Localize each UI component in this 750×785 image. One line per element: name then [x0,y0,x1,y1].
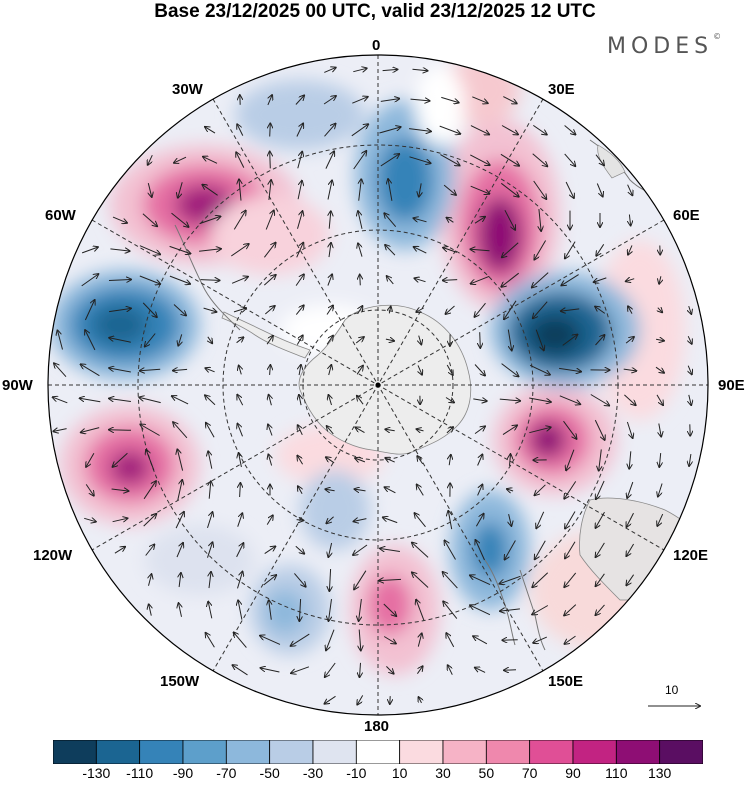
lon-label-90e: 90E [718,377,745,394]
brand-mark: © [713,32,721,41]
wind-vector [480,332,481,348]
brand-name: MODES [607,34,713,59]
colorbar [53,740,703,764]
colorbar-cell [96,740,139,764]
lon-label-180: 180 [364,718,389,735]
lon-label-60e: 60E [673,207,700,224]
lon-label-120e: 120E [673,547,708,564]
wind-vector [270,152,271,169]
map-disk [40,50,720,730]
colorbar-label: 10 [392,765,408,781]
colorbar-cell [530,740,573,764]
lon-label-30e: 30E [548,81,575,98]
wind-vector [270,124,271,137]
colorbar-label: 30 [435,765,451,781]
colorbar-cell [573,740,616,764]
colorbar-cell [313,740,356,764]
wind-vector [360,275,361,286]
colorbar-label: -70 [216,765,236,781]
colorbar-cell [400,740,443,764]
colorbar-cell [140,740,183,764]
colorbar-cell [183,740,226,764]
colorbar-cell [53,740,96,764]
brand-logo: MODES© [607,34,721,59]
colorbar-cell [356,740,399,764]
colorbar-labels: -130 -110 -90 -70 -50 -30 -10 10 30 50 70 90 110 130 [0,765,750,785]
wind-vector [504,670,516,671]
colorbar-cell [616,740,659,764]
colorbar-label: 90 [565,765,581,781]
colorbar-cell [486,740,529,764]
reference-vector-label: 10 [665,683,678,697]
lon-label-150e: 150E [548,673,583,690]
colorbar-cell [270,740,313,764]
lon-label-60w: 60W [45,207,76,224]
lon-label-90w: 90W [2,377,33,394]
colorbar-label: -10 [346,765,366,781]
colorbar-label: 110 [605,765,627,781]
chart-title: Base 23/12/2025 00 UTC, valid 23/12/2025… [0,0,750,24]
lon-label-120w: 120W [33,547,72,564]
south-pole-marker [376,383,381,388]
colorbar-cell [443,740,486,764]
colorbar-label: -90 [173,765,193,781]
colorbar-label: -50 [260,765,280,781]
lon-label-150w: 150W [160,673,199,690]
colorbar-cell [226,740,269,764]
colorbar-label: 70 [522,765,538,781]
colorbar-label: 130 [648,765,671,781]
colorbar-label: -30 [303,765,323,781]
lon-label-0: 0 [372,37,380,54]
colorbar-label: -130 [82,765,110,781]
colorbar-cell [660,740,703,764]
colorbar-label: 50 [479,765,495,781]
colorbar-label: -110 [126,765,153,781]
wind-vector [109,430,131,431]
lon-label-30w: 30W [172,81,203,98]
